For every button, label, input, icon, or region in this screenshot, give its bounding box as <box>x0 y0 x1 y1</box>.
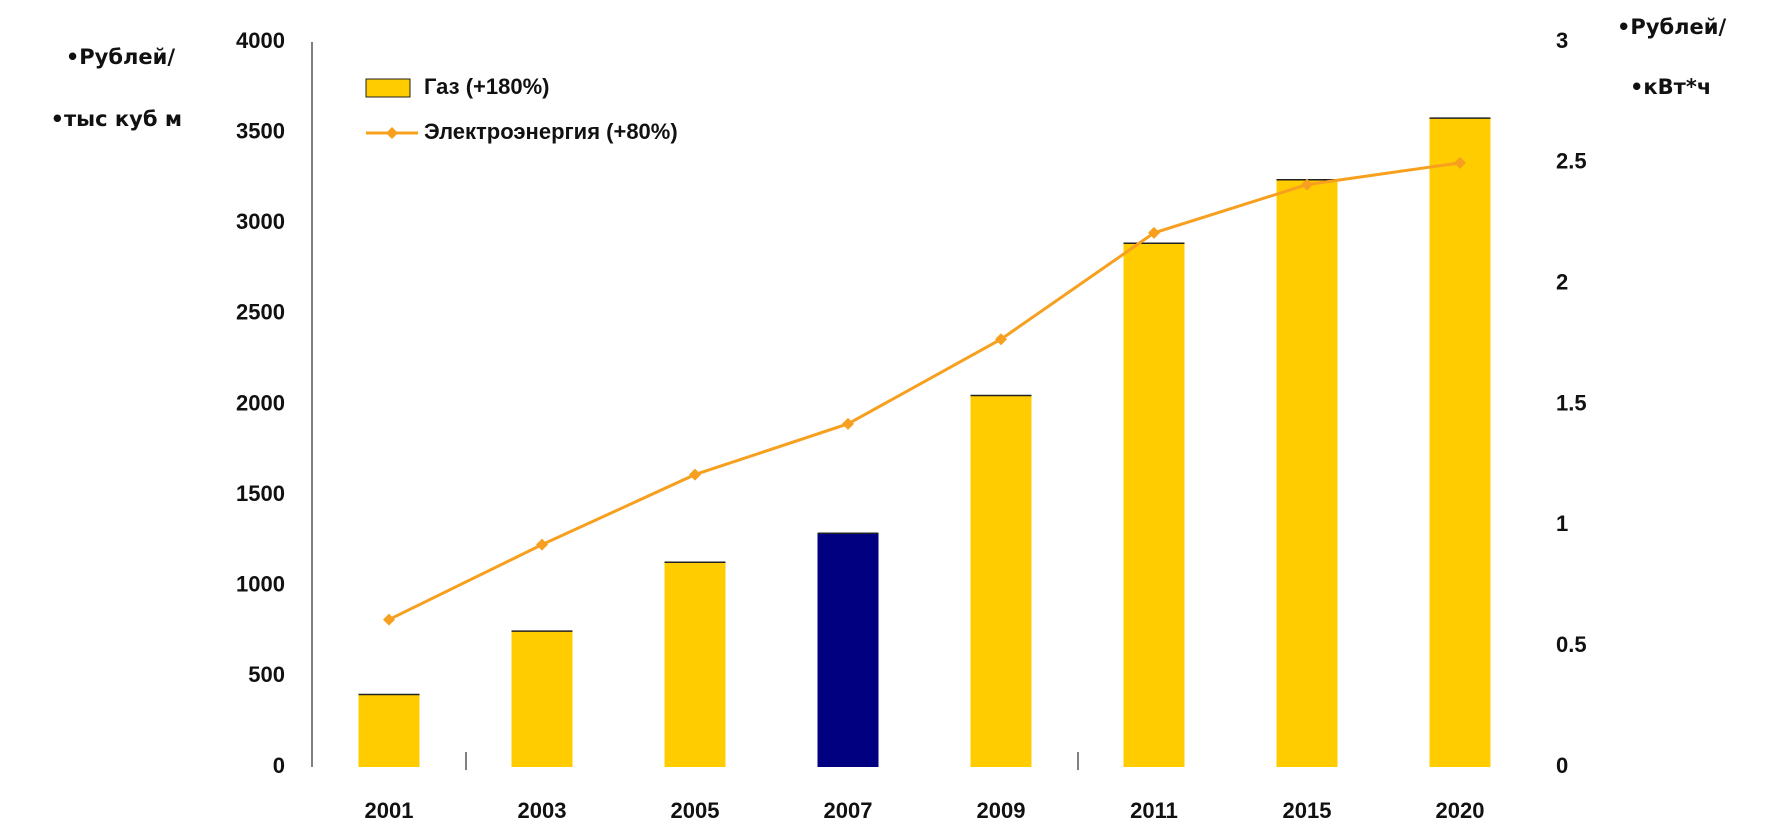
y2-tick-label: 2 <box>1556 269 1568 294</box>
x-tick-label: 2009 <box>977 798 1026 823</box>
y2-axis-label: •кВт*ч <box>1630 75 1711 99</box>
x-tick-label: 2015 <box>1283 798 1332 823</box>
bar <box>1429 118 1491 767</box>
legend-marker <box>386 127 398 139</box>
line <box>388 161 1461 621</box>
y-tick-label: 2500 <box>236 300 285 325</box>
point <box>842 417 854 430</box>
y-axis-label: •Рублей/ <box>66 45 176 69</box>
bar <box>358 694 420 767</box>
x-tick-label: 2005 <box>671 798 720 823</box>
y2-tick-label: 1 <box>1556 511 1568 536</box>
y-axis-label: •тыс куб м <box>51 107 182 131</box>
point <box>1148 226 1160 239</box>
y2-tick-label: 3 <box>1556 28 1568 53</box>
y-tick-label: 1000 <box>236 572 285 597</box>
point <box>1301 178 1313 191</box>
y-tick-label: 3000 <box>236 209 285 234</box>
point <box>536 538 548 551</box>
y-tick-label: 1500 <box>236 481 285 506</box>
x-tick-label: 2020 <box>1436 798 1485 823</box>
legend-swatch <box>365 78 411 98</box>
x-tick-label: 2003 <box>518 798 567 823</box>
y2-tick-label: 2.5 <box>1556 149 1587 174</box>
y-tick-label: 4000 <box>236 28 285 53</box>
y-tick-label: 0 <box>273 753 285 778</box>
point <box>689 468 701 481</box>
x-tick-label: 2001 <box>365 798 414 823</box>
x-tick-label: 2007 <box>824 798 873 823</box>
bar <box>1123 243 1185 767</box>
bar <box>817 533 879 767</box>
y2-axis-label: •Рублей/ <box>1617 15 1727 39</box>
point <box>1454 156 1466 169</box>
legend-label: Электроэнергия (+80%) <box>424 119 678 144</box>
legend-label: Газ (+180%) <box>424 74 550 99</box>
point <box>995 333 1007 346</box>
y2-tick-label: 0 <box>1556 753 1568 778</box>
y-tick-label: 3500 <box>236 118 285 143</box>
x-tick-label: 2011 <box>1130 798 1178 823</box>
bar <box>970 395 1032 767</box>
y2-tick-label: 0.5 <box>1556 632 1587 657</box>
point <box>383 613 395 626</box>
y-tick-label: 2000 <box>236 390 285 415</box>
y2-tick-label: 1.5 <box>1556 390 1587 415</box>
bar <box>1276 179 1338 767</box>
y-tick-label: 500 <box>248 662 285 687</box>
bar <box>511 631 573 767</box>
bar <box>664 562 726 767</box>
